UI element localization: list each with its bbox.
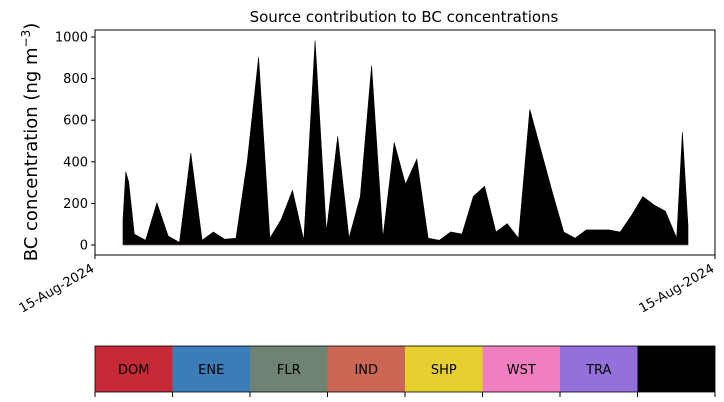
- colorbar-label-flr: FLR: [277, 363, 301, 378]
- colorbar-frame: [94, 345, 716, 393]
- colorbar-cell-wst: [482, 346, 560, 392]
- y-tick-label: 800: [63, 72, 88, 87]
- y-axis-label: BC concentration (ng m−3): [19, 23, 42, 262]
- colorbar-cell-bb: [637, 346, 715, 392]
- colorbar-label-ene: ENE: [198, 363, 224, 378]
- colorbar-cell-ene: [172, 346, 250, 392]
- chart-title: Source contribution to BC concentrations: [250, 8, 559, 26]
- colorbar-label-shp: SHP: [431, 363, 457, 378]
- y-tick-label: 600: [63, 114, 88, 129]
- colorbar-cell-tra: [560, 346, 638, 392]
- colorbar-cell-ind: [327, 346, 405, 392]
- plot-frame: [94, 29, 716, 256]
- colorbar-label-dom: DOM: [118, 363, 149, 378]
- x-tick-label: 15-Aug-2024: [17, 261, 97, 316]
- colorbar-cell-shp: [405, 346, 483, 392]
- y-tick-label: 1000: [55, 31, 88, 46]
- y-tick-label: 200: [63, 197, 88, 212]
- colorbar-label-wst: WST: [507, 363, 536, 378]
- colorbar-label-bb: BB: [667, 363, 685, 378]
- colorbar-cell-dom: [95, 346, 173, 392]
- colorbar-cell-flr: [250, 346, 328, 392]
- x-tick-label: 15-Aug-2024: [637, 261, 717, 316]
- colorbar-label-ind: IND: [354, 363, 378, 378]
- y-tick-label: 0: [80, 239, 88, 254]
- source-colorbar-legend: DOM ENE FLR IND SHP WST TRA BB: [94, 345, 716, 397]
- colorbar-label-tra: TRA: [585, 363, 611, 378]
- area-series-bb: [122, 40, 689, 245]
- y-tick-label: 400: [63, 155, 88, 170]
- plot-area: 0 200 400 600 800 1000 15-Aug-2024 15-Aug-2024: [17, 29, 717, 317]
